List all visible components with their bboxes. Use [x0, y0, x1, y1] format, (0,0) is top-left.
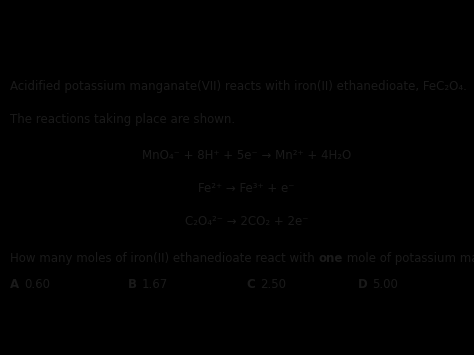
Text: How many moles of iron(II) ethanedioate react with: How many moles of iron(II) ethanedioate …: [10, 252, 319, 265]
Text: 0.60: 0.60: [24, 278, 50, 291]
Text: one: one: [319, 252, 343, 265]
Text: D: D: [358, 278, 368, 291]
Text: 2.50: 2.50: [260, 278, 286, 291]
Text: MnO₄⁻ + 8H⁺ + 5e⁻ → Mn²⁺ + 4H₂O: MnO₄⁻ + 8H⁺ + 5e⁻ → Mn²⁺ + 4H₂O: [142, 149, 351, 162]
Text: Fe²⁺ → Fe³⁺ + e⁻: Fe²⁺ → Fe³⁺ + e⁻: [198, 182, 295, 195]
Text: C₂O₄²⁻ → 2CO₂ + 2e⁻: C₂O₄²⁻ → 2CO₂ + 2e⁻: [185, 215, 308, 228]
Text: Acidified potassium manganate(VII) reacts with iron(II) ethanedioate, FeC₂O₄.: Acidified potassium manganate(VII) react…: [10, 80, 467, 93]
Text: B: B: [128, 278, 137, 291]
Text: The reactions taking place are shown.: The reactions taking place are shown.: [10, 113, 236, 126]
Text: 1.67: 1.67: [142, 278, 168, 291]
Text: 5.00: 5.00: [373, 278, 398, 291]
Text: C: C: [246, 278, 255, 291]
Text: mole of potassium manganate(VII)?: mole of potassium manganate(VII)?: [343, 252, 474, 265]
Text: A: A: [10, 278, 19, 291]
